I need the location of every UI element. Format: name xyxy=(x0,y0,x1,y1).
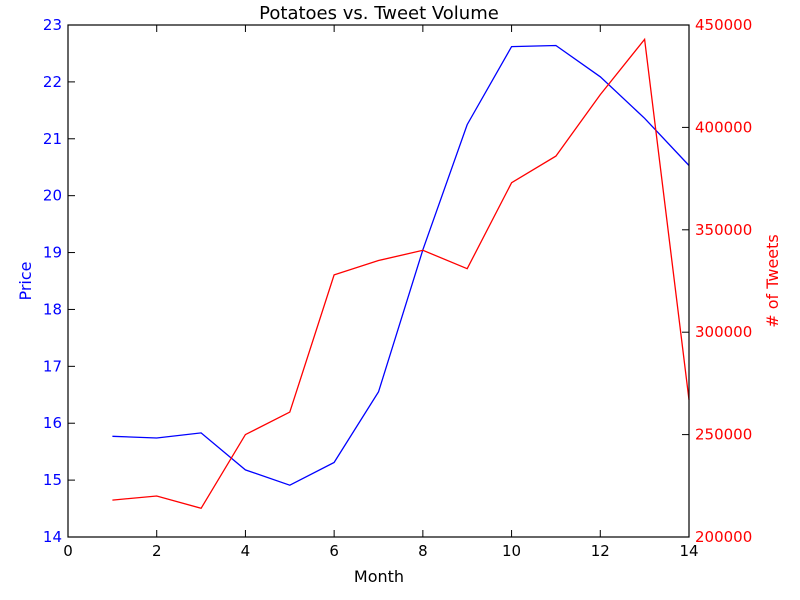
x-tick-label: 10 xyxy=(502,542,521,560)
left-tick-label: 22 xyxy=(43,73,62,91)
left-tick-label: 16 xyxy=(43,414,62,432)
left-tick-label: 15 xyxy=(43,471,62,489)
right-tick-label: 400000 xyxy=(695,118,752,136)
x-tick-label: 0 xyxy=(63,542,73,560)
chart-title: Potatoes vs. Tweet Volume xyxy=(259,3,499,24)
x-tick-label: 4 xyxy=(241,542,251,560)
right-tick-label: 350000 xyxy=(695,221,752,239)
x-tick-label: 12 xyxy=(591,542,610,560)
right-tick-label: 450000 xyxy=(695,16,752,34)
x-tick-label: 6 xyxy=(329,542,339,560)
left-axis-title: Price xyxy=(16,261,35,300)
left-tick-label: 23 xyxy=(43,16,62,34)
left-tick-label: 17 xyxy=(43,357,62,375)
left-axis-ticks: 14 15 16 17 18 19 20 21 22 23 xyxy=(43,16,75,546)
right-axis-title: # of Tweets xyxy=(763,234,782,328)
series-layer xyxy=(112,37,690,510)
x-axis-title: Month xyxy=(354,567,404,586)
left-tick-label: 18 xyxy=(43,300,62,318)
right-axis-ticks: 200000 250000 300000 350000 400000 450000 xyxy=(682,16,752,546)
x-tick-label: 8 xyxy=(418,542,428,560)
plot-frame xyxy=(67,24,690,538)
series-line-tweets xyxy=(112,37,690,510)
right-tick-label: 250000 xyxy=(695,426,752,444)
left-tick-label: 21 xyxy=(43,130,62,148)
left-tick-label: 19 xyxy=(43,244,62,262)
x-axis-ticks: 0 2 4 6 8 10 12 14 xyxy=(63,25,699,560)
series-line-price xyxy=(112,44,690,486)
left-tick-label: 14 xyxy=(43,528,62,546)
right-tick-label: 200000 xyxy=(695,528,752,546)
x-tick-label: 14 xyxy=(679,542,698,560)
right-tick-label: 300000 xyxy=(695,323,752,341)
left-tick-label: 20 xyxy=(43,187,62,205)
x-tick-label: 2 xyxy=(152,542,162,560)
